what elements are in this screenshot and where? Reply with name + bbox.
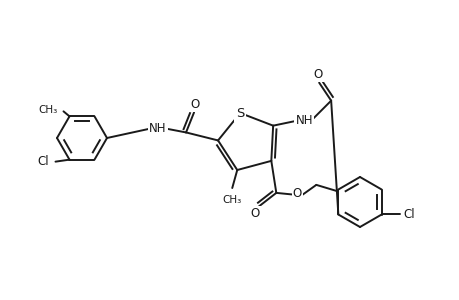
Text: Cl: Cl xyxy=(403,208,414,221)
Text: O: O xyxy=(292,188,301,200)
Text: O: O xyxy=(250,207,259,220)
Text: O: O xyxy=(190,98,199,111)
Text: S: S xyxy=(235,106,244,119)
Text: CH₃: CH₃ xyxy=(222,195,241,205)
Text: CH₃: CH₃ xyxy=(38,105,57,115)
Text: Cl: Cl xyxy=(38,155,50,168)
Text: NH: NH xyxy=(295,114,312,127)
Text: NH: NH xyxy=(149,122,167,135)
Text: O: O xyxy=(313,68,322,81)
